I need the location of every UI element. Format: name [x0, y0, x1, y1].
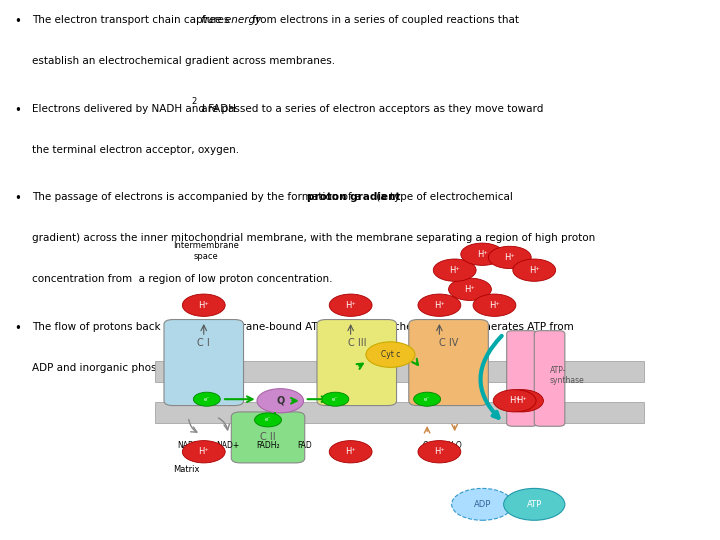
Text: are passed to a series of electron acceptors as they move toward: are passed to a series of electron accep… [198, 104, 544, 114]
Circle shape [194, 392, 220, 406]
Text: H⁺: H⁺ [434, 301, 445, 310]
FancyBboxPatch shape [409, 320, 488, 406]
Text: concentration from  a region of low proton concentration.: concentration from a region of low proto… [32, 274, 333, 285]
Text: •: • [14, 322, 22, 335]
Circle shape [500, 390, 544, 412]
Circle shape [418, 294, 461, 316]
Bar [155, 361, 644, 382]
Text: free energy: free energy [201, 15, 261, 25]
Text: O₂: O₂ [423, 441, 432, 450]
Circle shape [329, 294, 372, 316]
Text: H⁺: H⁺ [345, 301, 356, 310]
Circle shape [182, 294, 225, 316]
Text: H⁺: H⁺ [449, 266, 460, 275]
Text: NAD+: NAD+ [217, 441, 240, 450]
Text: H⁺: H⁺ [477, 249, 487, 259]
Text: the terminal electron acceptor, oxygen.: the terminal electron acceptor, oxygen. [32, 145, 240, 155]
Text: Intermembrane
space: Intermembrane space [174, 241, 239, 261]
Text: C IV: C IV [439, 339, 458, 348]
Text: Matrix: Matrix [174, 464, 199, 474]
Text: C I: C I [197, 339, 210, 348]
Text: ATP-
synthase: ATP- synthase [549, 366, 585, 385]
Circle shape [322, 392, 348, 406]
Text: •: • [14, 192, 22, 205]
FancyBboxPatch shape [231, 412, 305, 463]
Text: gradient) across the inner mitochondrial membrane, with the membrane separating : gradient) across the inner mitochondrial… [32, 233, 595, 244]
Text: H⁺: H⁺ [509, 396, 520, 406]
Text: H⁺: H⁺ [504, 253, 516, 262]
Circle shape [182, 441, 225, 463]
Text: Q: Q [276, 396, 284, 406]
FancyBboxPatch shape [507, 330, 537, 426]
Text: (a type of electrochemical: (a type of electrochemical [374, 192, 513, 202]
Text: 2: 2 [192, 97, 197, 106]
Text: e⁻: e⁻ [204, 397, 210, 402]
Text: i: i [165, 356, 168, 366]
Circle shape [493, 390, 536, 412]
Text: H₂O: H₂O [447, 441, 462, 450]
Text: H⁺: H⁺ [489, 301, 500, 310]
Text: e⁻: e⁻ [424, 397, 431, 402]
Text: proton gradient: proton gradient [307, 192, 400, 202]
Text: Electrons delivered by NADH and FADH: Electrons delivered by NADH and FADH [32, 104, 236, 114]
Text: C II: C II [260, 433, 276, 442]
Text: The electron transport chain captures: The electron transport chain captures [32, 15, 233, 25]
Text: H⁺: H⁺ [434, 447, 445, 456]
Bar [155, 402, 644, 423]
Circle shape [461, 243, 504, 265]
Text: e⁻: e⁻ [332, 397, 338, 402]
Text: ).: ). [171, 363, 178, 373]
Circle shape [451, 488, 513, 520]
Text: from electrons in a series of coupled reactions that: from electrons in a series of coupled re… [249, 15, 519, 25]
Text: H⁺: H⁺ [464, 285, 475, 294]
Text: ADP and inorganic phosphate (P: ADP and inorganic phosphate (P [32, 363, 201, 373]
FancyBboxPatch shape [317, 320, 397, 406]
Text: ADP: ADP [474, 500, 491, 509]
Text: H⁺: H⁺ [198, 301, 210, 310]
Text: ATP: ATP [526, 500, 542, 509]
Text: e⁻: e⁻ [265, 417, 271, 422]
Circle shape [414, 392, 441, 406]
Circle shape [255, 413, 282, 427]
Text: The passage of electrons is accompanied by the formation of a: The passage of electrons is accompanied … [32, 192, 365, 202]
Circle shape [513, 259, 556, 281]
Text: •: • [14, 15, 22, 28]
Circle shape [433, 259, 476, 281]
Circle shape [257, 389, 304, 413]
Text: C III: C III [348, 339, 366, 348]
Circle shape [504, 488, 565, 520]
Circle shape [473, 294, 516, 316]
Text: H⁺: H⁺ [198, 447, 210, 456]
Text: H⁺: H⁺ [528, 266, 540, 275]
Text: FAD: FAD [297, 441, 312, 450]
Circle shape [449, 278, 492, 300]
Circle shape [366, 342, 415, 367]
Text: H⁺: H⁺ [345, 447, 356, 456]
Circle shape [418, 441, 461, 463]
Text: establish an electrochemical gradient across membranes.: establish an electrochemical gradient ac… [32, 56, 336, 66]
Text: H⁺: H⁺ [516, 396, 528, 406]
Text: FADH₂: FADH₂ [256, 441, 280, 450]
Text: NADH: NADH [177, 441, 199, 450]
Circle shape [329, 441, 372, 463]
Text: Cyt c: Cyt c [381, 350, 400, 359]
FancyBboxPatch shape [534, 330, 565, 426]
Text: The flow of protons back through membrane-bound ATP synthase by chemiosmosis gen: The flow of protons back through membran… [32, 322, 574, 332]
Text: •: • [14, 104, 22, 117]
FancyBboxPatch shape [164, 320, 243, 406]
Circle shape [488, 246, 531, 268]
